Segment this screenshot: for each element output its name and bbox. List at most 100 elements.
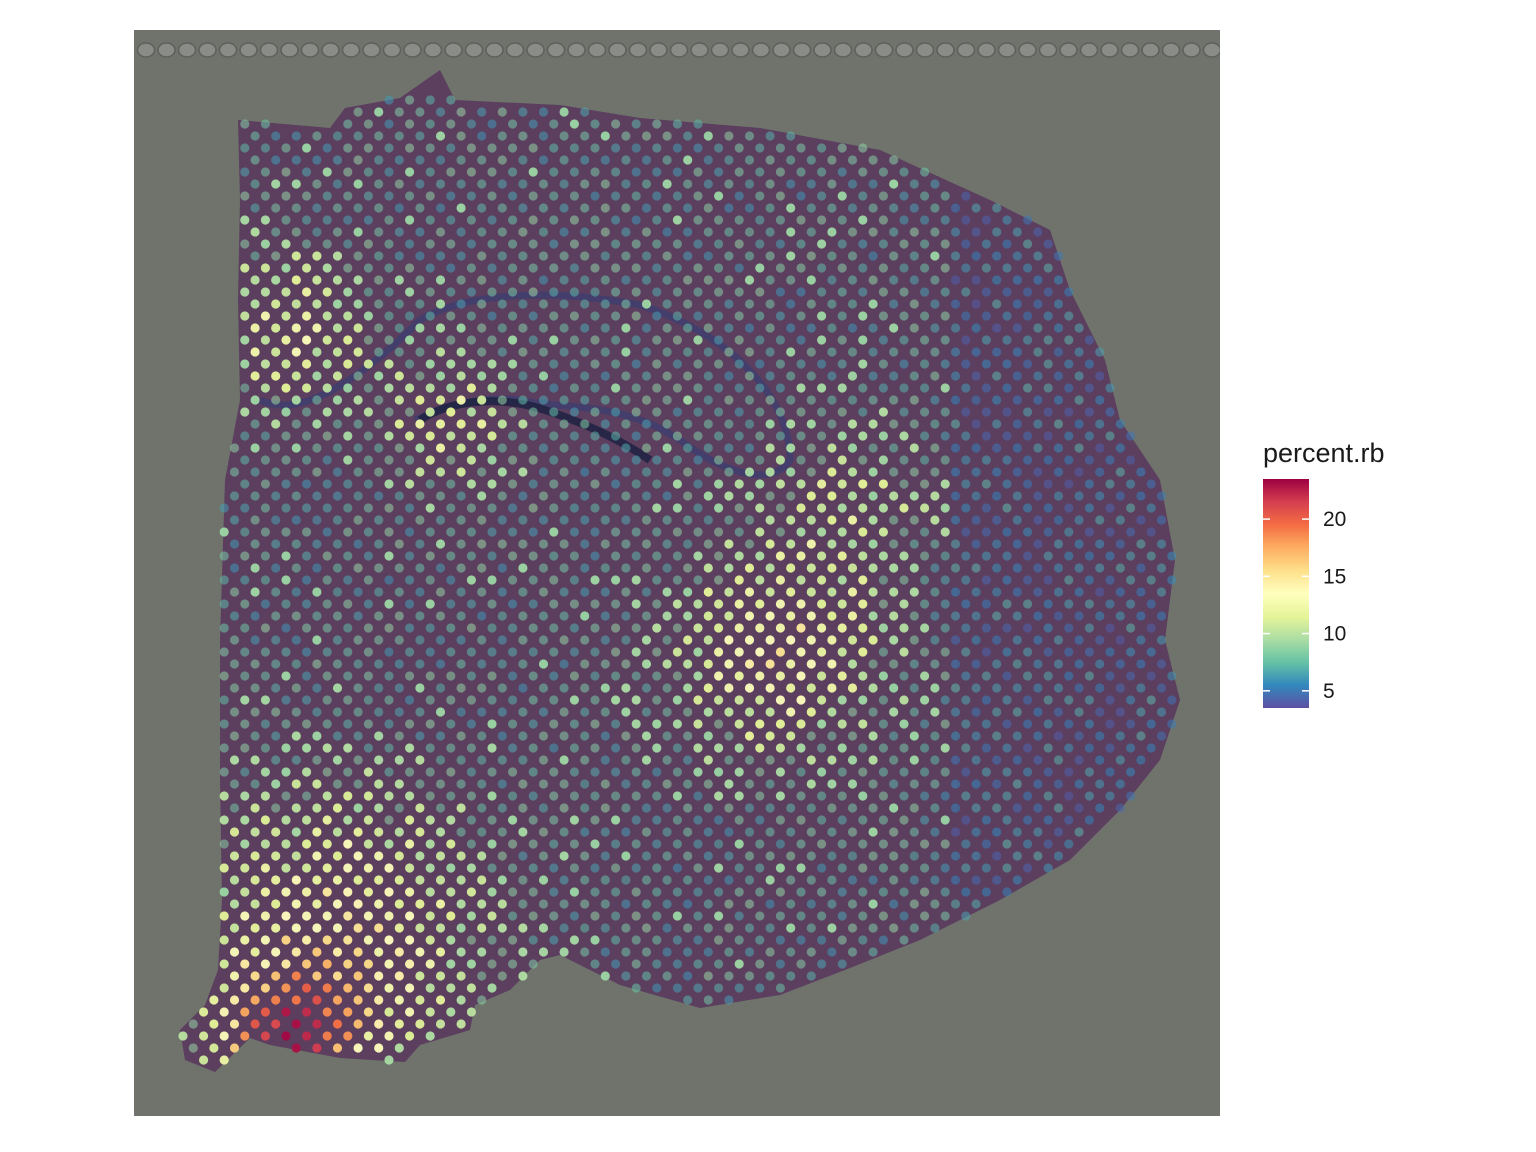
fiducial-dot bbox=[280, 42, 299, 58]
data-spot bbox=[425, 335, 435, 345]
data-spot bbox=[435, 443, 446, 453]
data-spot bbox=[652, 527, 662, 537]
data-spot bbox=[930, 203, 940, 213]
data-spot bbox=[281, 383, 291, 393]
data-spot bbox=[961, 263, 971, 273]
data-spot bbox=[250, 899, 260, 909]
data-spot bbox=[405, 911, 415, 921]
data-spot bbox=[250, 539, 260, 549]
data-spot bbox=[549, 767, 559, 777]
data-spot bbox=[868, 467, 878, 477]
data-spot bbox=[817, 719, 827, 729]
data-spot bbox=[528, 719, 538, 729]
data-spot bbox=[250, 803, 260, 813]
data-spot bbox=[1105, 767, 1115, 777]
data-spot bbox=[219, 839, 229, 849]
data-spot bbox=[353, 107, 363, 117]
data-spot bbox=[405, 839, 415, 849]
data-spot bbox=[600, 683, 610, 693]
data-spot bbox=[363, 287, 373, 297]
data-spot bbox=[1053, 683, 1064, 693]
data-spot bbox=[899, 191, 909, 201]
colorbar-tick-label: 10 bbox=[1323, 623, 1346, 646]
data-spot bbox=[271, 227, 281, 237]
data-spot bbox=[817, 791, 827, 801]
data-spot bbox=[240, 647, 250, 657]
data-spot bbox=[1105, 743, 1115, 753]
data-spot bbox=[435, 947, 446, 957]
data-spot bbox=[291, 563, 301, 573]
data-spot bbox=[507, 767, 518, 777]
data-spot bbox=[456, 179, 466, 189]
data-spot bbox=[415, 515, 425, 525]
data-spot bbox=[930, 707, 940, 717]
data-spot bbox=[858, 431, 868, 441]
data-spot bbox=[559, 491, 569, 501]
data-spot bbox=[971, 803, 981, 813]
data-spot bbox=[425, 407, 435, 417]
data-spot bbox=[240, 383, 250, 393]
data-spot bbox=[250, 275, 260, 285]
data-spot bbox=[487, 599, 497, 609]
data-spot bbox=[435, 731, 446, 741]
data-spot bbox=[229, 683, 240, 693]
data-spot bbox=[343, 1007, 353, 1017]
data-spot bbox=[600, 203, 610, 213]
data-spot bbox=[590, 959, 600, 969]
data-spot bbox=[1033, 827, 1043, 837]
data-spot bbox=[714, 863, 724, 873]
data-spot bbox=[1012, 227, 1022, 237]
data-spot bbox=[786, 923, 796, 933]
data-spot bbox=[662, 203, 672, 213]
data-spot bbox=[940, 647, 950, 657]
data-spot bbox=[487, 383, 497, 393]
data-spot bbox=[405, 215, 415, 225]
data-spot bbox=[868, 851, 878, 861]
data-spot bbox=[487, 239, 497, 249]
data-spot bbox=[621, 899, 631, 909]
data-spot bbox=[1136, 635, 1146, 645]
data-spot bbox=[652, 143, 662, 153]
data-spot bbox=[950, 371, 961, 381]
data-spot bbox=[703, 491, 713, 501]
data-spot bbox=[1033, 587, 1043, 597]
data-spot bbox=[693, 887, 703, 897]
data-spot bbox=[992, 683, 1002, 693]
data-spot bbox=[909, 299, 919, 309]
data-spot bbox=[559, 107, 569, 117]
data-spot bbox=[1002, 479, 1012, 489]
data-spot bbox=[1136, 755, 1146, 765]
data-spot bbox=[920, 167, 930, 177]
data-spot bbox=[446, 743, 456, 753]
data-spot bbox=[281, 839, 291, 849]
data-spot bbox=[683, 947, 693, 957]
data-spot bbox=[1043, 431, 1053, 441]
data-spot bbox=[641, 755, 652, 765]
data-spot bbox=[683, 995, 693, 1005]
data-spot bbox=[1033, 323, 1043, 333]
data-spot bbox=[271, 947, 281, 957]
data-spot bbox=[271, 851, 281, 861]
data-spot bbox=[1012, 419, 1022, 429]
data-spot bbox=[1064, 575, 1074, 585]
data-spot bbox=[703, 251, 713, 261]
data-spot bbox=[703, 515, 713, 525]
data-spot bbox=[312, 827, 322, 837]
data-spot bbox=[271, 923, 281, 933]
data-spot bbox=[672, 719, 683, 729]
data-spot bbox=[549, 479, 559, 489]
data-spot bbox=[343, 599, 353, 609]
data-spot bbox=[353, 947, 363, 957]
data-spot bbox=[899, 551, 909, 561]
data-spot bbox=[683, 803, 693, 813]
data-spot bbox=[363, 815, 373, 825]
data-spot bbox=[889, 227, 899, 237]
data-spot bbox=[405, 623, 415, 633]
data-spot bbox=[611, 935, 621, 945]
data-spot bbox=[683, 659, 693, 669]
data-spot bbox=[466, 815, 476, 825]
data-spot bbox=[817, 623, 827, 633]
data-spot bbox=[1156, 731, 1167, 741]
data-spot bbox=[786, 707, 796, 717]
data-spot bbox=[240, 407, 250, 417]
